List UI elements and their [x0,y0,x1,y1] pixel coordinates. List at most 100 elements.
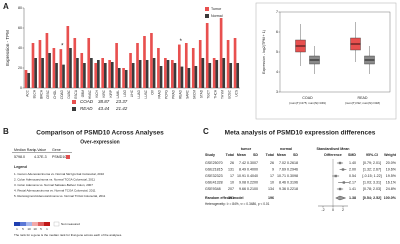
y-tick-label: 20 [18,66,22,70]
summary-cell: Random effects model [205,196,244,200]
effect-square [338,187,342,191]
legend-swatch [205,14,209,18]
x-tick-label: SKCM [193,90,197,100]
smd-label: 2.17 [349,180,356,184]
bar [108,60,111,88]
bar [62,64,65,88]
not-measured-cell [53,221,60,227]
table-cell: 19.5% [386,174,397,178]
y-tick-label: 7 [276,10,278,14]
table-cell: 19.6% [386,167,397,171]
smd-label: 2.00 [349,167,356,171]
legend-item: 4. Rectal Adenocarcinoma vs. Normal TCGA… [14,188,96,192]
x-tick-label: ESCA [74,89,78,99]
x-tick-label: LAML [116,90,120,99]
x-tick-label: CHOL [53,90,57,99]
legend-label: Tumor [211,7,222,11]
table-cell: GSE25070 [205,161,223,165]
legend-item: 5. Rectosigmoid Adenocarcinoma vs. Norma… [14,194,106,198]
table-cell: PSMD10 [52,155,66,159]
table-cell: 8.49 [239,167,246,171]
x-tick-label: OV [151,89,155,94]
x-tick-label: GBM [81,90,85,98]
bar [110,62,114,88]
bar [45,33,49,88]
x-tick-label: DLBC [67,89,71,98]
bar [55,63,58,88]
table-cell: 38.87 [98,99,110,104]
table-cell: 4.37E-3 [34,155,47,159]
x-tick-label: 2 [342,208,344,212]
table-cell: 16.1% [386,180,397,184]
bar [152,58,156,88]
table-cell: 9.36 [279,187,286,191]
y-tick-label: 4 [276,70,278,74]
x-tick-label: LUSC [144,89,148,98]
bar [124,70,128,88]
y-tick-label: 0 [20,86,22,90]
bar [159,66,163,88]
panel-title: Comparison of PSMD10 Across Analyses [36,130,164,137]
table-cell: 5798.0 [14,155,25,159]
column-header: Median Rank [14,148,35,152]
table-cell: 0.2618 [287,161,298,165]
group-header: Standardised Mean [317,147,350,151]
bar [198,40,202,88]
y-tick-label: 6 [276,30,278,34]
table-cell: 7.42 [239,161,246,165]
table-cell: [1.32; 2.67] [363,167,381,171]
bar [69,48,72,88]
table-cell: [0.78; 2.03] [363,187,381,191]
panel-label: A [3,2,9,11]
bar [177,44,181,88]
x-tick-label: THCA [213,89,217,99]
table-cell: 0.3196 [287,180,298,184]
scale-cell [14,222,20,226]
table-cell: 0.2200 [247,180,258,184]
table-cell: [-0.15; 1.22] [362,174,381,178]
bar [145,60,149,88]
smd-label: 1.40 [349,161,356,165]
bar [164,58,167,88]
table-cell: 20.0% [386,161,397,165]
column-header: Weight [384,153,397,157]
table-cell: 26 [230,161,234,165]
legend-title: Legend [14,165,27,169]
table-cell: READ [80,106,93,111]
legend-label: Normal [211,14,223,18]
bar [219,18,223,88]
column-header: Total [266,153,274,157]
bar [184,43,188,88]
significance-mark: * [180,39,183,45]
legend-item: 3. Colon Adenoma vs. Normal Sabates-Bell… [14,183,93,187]
table-cell: 7.69 [279,167,286,171]
bar [222,58,226,88]
table-cell: 8.46 [279,180,286,184]
bar [173,63,177,88]
bar [80,53,84,88]
bar [131,63,135,88]
bar [90,58,93,88]
x-tick-note: (num(T)=275; num(N)=349) [289,101,326,105]
effect-square [334,174,337,178]
bar [27,73,30,88]
x-tick-note: (num(T)=92; num(N)=318) [345,101,380,105]
column-header: p-Value [34,148,46,152]
bar [236,63,240,88]
x-tick-label: KICH [95,89,99,97]
bar [129,53,132,88]
table-cell: 21.42 [115,106,128,111]
y-tick-label: 3 [276,90,278,94]
x-tick-label: 0 [332,208,334,212]
group-header: tumor [241,147,252,151]
bar [171,60,174,88]
table-cell: 10 [270,180,274,184]
column-header: Study [205,153,215,157]
summary-cell: 100.0% [384,196,397,200]
x-tick-label: READ [358,96,368,100]
footnote: The rank for a gene is the median rank f… [14,233,122,237]
table-cell: 17 [230,174,234,178]
bar [117,68,121,88]
